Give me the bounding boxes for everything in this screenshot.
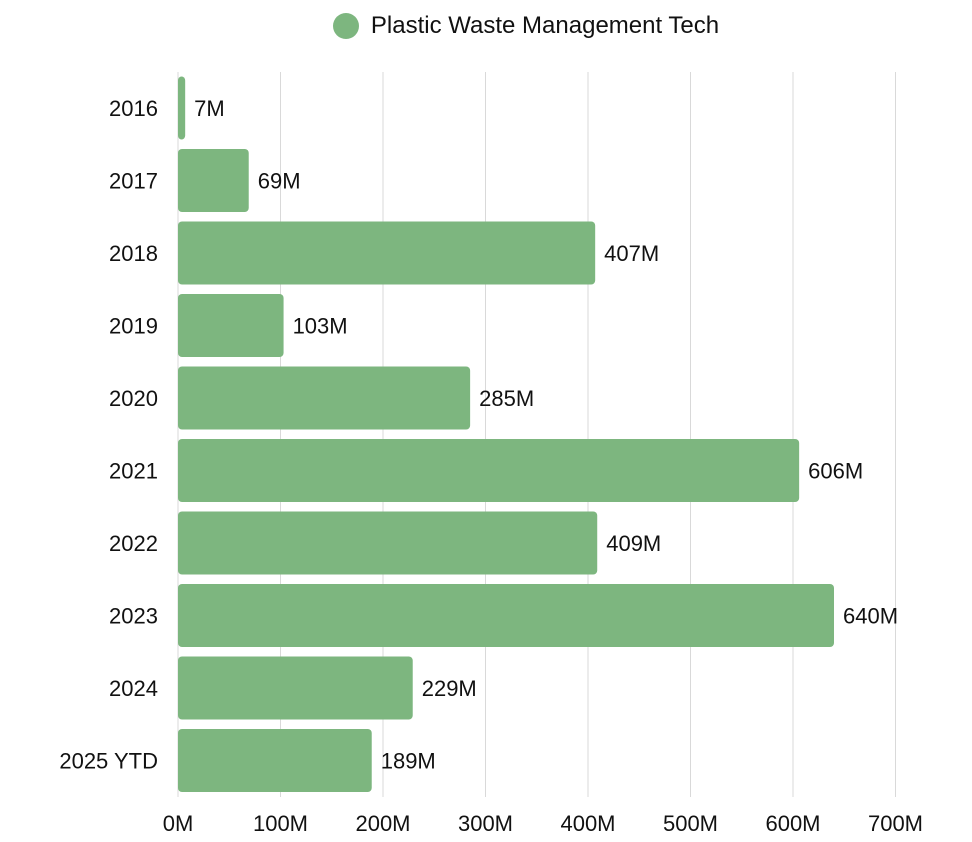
data-label: 103M xyxy=(293,314,348,339)
x-tick-label: 700M xyxy=(868,811,923,836)
y-tick-label: 2017 xyxy=(109,169,158,194)
data-label: 640M xyxy=(843,604,898,629)
bar xyxy=(178,221,596,285)
legend-swatch xyxy=(332,13,359,39)
y-tick-label: 2021 xyxy=(109,459,158,484)
y-tick-label: 2019 xyxy=(109,314,158,339)
x-tick-label: 600M xyxy=(765,811,820,836)
bar xyxy=(178,149,249,212)
data-label: 407M xyxy=(604,241,659,266)
bar xyxy=(178,76,186,140)
x-tick-label: 400M xyxy=(560,811,615,836)
y-tick-label: 2016 xyxy=(109,96,158,121)
bar xyxy=(178,366,471,430)
data-label: 229M xyxy=(422,676,477,701)
y-tick-label: 2022 xyxy=(109,531,158,556)
y-tick-label: 2024 xyxy=(109,676,158,701)
legend: Plastic Waste Management Tech xyxy=(0,8,972,44)
y-tick-label: 2023 xyxy=(109,604,158,629)
x-tick-label: 500M xyxy=(663,811,718,836)
y-tick-label: 2018 xyxy=(109,241,158,266)
x-tick-label: 100M xyxy=(253,811,308,836)
bar xyxy=(178,656,413,720)
bar xyxy=(178,511,598,575)
y-tick-label: 2025 YTD xyxy=(59,749,158,774)
x-tick-label: 200M xyxy=(355,811,410,836)
x-tick-label: 0M xyxy=(163,811,194,836)
data-label: 69M xyxy=(258,169,301,194)
data-label: 409M xyxy=(606,531,661,556)
bar xyxy=(178,584,834,647)
x-tick-label: 300M xyxy=(458,811,513,836)
data-label: 189M xyxy=(381,749,436,774)
y-tick-label: 2020 xyxy=(109,386,158,411)
data-label: 7M xyxy=(194,96,225,121)
bar xyxy=(178,294,284,357)
data-label: 606M xyxy=(808,459,863,484)
bar xyxy=(178,729,372,792)
bar xyxy=(178,439,800,502)
data-label: 285M xyxy=(479,386,534,411)
legend-label: Plastic Waste Management Tech xyxy=(370,12,720,39)
